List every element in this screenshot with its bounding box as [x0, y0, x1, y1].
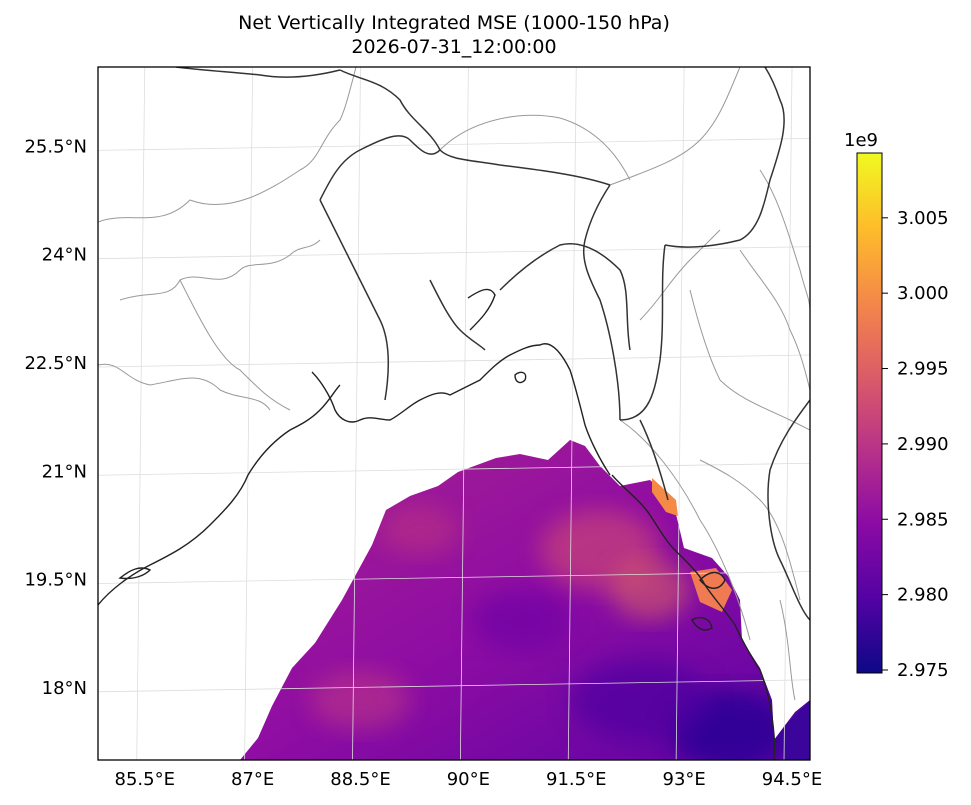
y-tick-label: 18°N — [42, 678, 87, 699]
colorbar-tick-label: 3.000 — [897, 283, 949, 304]
colorbar-gradient — [856, 152, 883, 674]
y-tick-label: 22.5°N — [24, 353, 87, 374]
colorbar-tick-label: 2.995 — [897, 359, 949, 380]
gridline-vertical — [675, 67, 685, 760]
chart-subtitle: 2026-07-31_12:00:00 — [351, 36, 557, 58]
gridline-vertical — [459, 67, 469, 760]
field-texture — [310, 505, 790, 760]
country-borders — [175, 67, 810, 621]
x-tick-label: 87°E — [231, 769, 274, 790]
chart-title: Net Vertically Integrated MSE (1000-150 … — [238, 12, 670, 34]
colorbar-tick-label: 3.005 — [897, 208, 949, 229]
y-tick-label: 24°N — [42, 245, 87, 266]
gridline-horizontal — [98, 138, 810, 151]
y-tick-label: 19.5°N — [24, 570, 87, 591]
coastline — [98, 288, 776, 760]
colorbar-tick-label: 2.980 — [897, 585, 949, 606]
x-tick-label: 85.5°E — [115, 769, 175, 790]
field-hotspot — [652, 478, 678, 516]
x-tick-label: 94.5°E — [762, 769, 822, 790]
gridline-vertical — [352, 67, 361, 760]
x-axis-ticks: 85.5°E 87°E 88.5°E 90°E 91.5°E 93°E 94.5°E — [115, 769, 823, 790]
colorbar-tick-label: 2.975 — [897, 660, 949, 681]
y-axis-ticks: 25.5°N 24°N 22.5°N 21°N 19.5°N 18°N — [24, 136, 87, 698]
colorbar-tick-label: 2.990 — [897, 434, 949, 455]
x-tick-label: 93°E — [663, 769, 706, 790]
gridline-horizontal — [98, 679, 810, 693]
gridline-vertical — [244, 67, 254, 760]
field-hotspot — [778, 700, 810, 760]
plot-frame — [97, 66, 811, 761]
gridline-vertical — [136, 67, 146, 760]
gridline-vertical — [783, 67, 793, 760]
colorbar-ticks: 3.005 3.000 2.995 2.990 2.985 2.980 2.975 — [882, 208, 949, 681]
gridline-horizontal — [98, 246, 810, 260]
x-tick-label: 91.5°E — [546, 769, 606, 790]
colorbar-tick-label: 2.985 — [897, 509, 949, 530]
gridlines — [98, 67, 810, 760]
colorbar: 1e9 3.005 3.000 2.995 2.990 2.985 2.980 2.975 — [844, 130, 949, 681]
x-tick-label: 88.5°E — [330, 769, 390, 790]
gridline-horizontal — [98, 354, 810, 368]
state-borders — [98, 67, 810, 701]
y-tick-label: 25.5°N — [24, 136, 87, 157]
y-tick-label: 21°N — [42, 461, 87, 482]
gridline-horizontal — [98, 462, 810, 476]
gridline-vertical — [567, 67, 577, 760]
x-tick-label: 90°E — [447, 769, 490, 790]
gridline-horizontal — [98, 571, 810, 584]
colorbar-exponent: 1e9 — [844, 130, 878, 151]
